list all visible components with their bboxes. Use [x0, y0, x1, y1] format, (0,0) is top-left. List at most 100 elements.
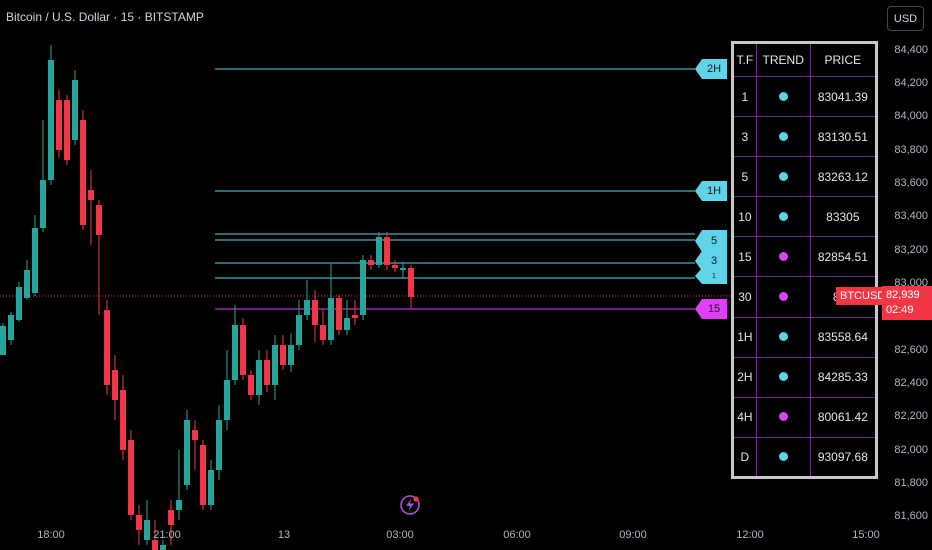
header-price: PRICE — [809, 42, 878, 77]
level-tag: 3 — [695, 251, 727, 271]
candle-body — [336, 298, 342, 330]
candle-body — [104, 310, 110, 385]
trend-cell — [755, 236, 811, 278]
candle-body — [264, 360, 270, 385]
time-axis-label: 18:00 — [37, 529, 65, 541]
price-cell: 83558.64 — [809, 316, 878, 358]
candle-body — [192, 430, 198, 440]
candle-body — [272, 345, 278, 385]
candle-body — [184, 420, 190, 485]
trend-cell — [755, 196, 811, 238]
current-price-value: 82,939 — [886, 289, 920, 301]
table-row: 2H 84285.33 — [732, 356, 878, 398]
currency-button[interactable]: USD — [887, 6, 924, 31]
price-cell: 82854.51 — [809, 236, 878, 278]
candle-body — [352, 315, 358, 318]
candle-body — [32, 228, 38, 293]
candle-body — [288, 345, 294, 365]
table-row: 5 83263.12 — [732, 156, 878, 198]
tf-cell: 10 — [732, 196, 757, 238]
trend-cell — [755, 75, 811, 118]
candle-body — [96, 205, 102, 235]
candlestick-chart[interactable] — [0, 0, 880, 550]
time-axis-label: 13 — [277, 529, 291, 541]
price-axis-label: 84,200 — [894, 77, 928, 89]
trend-dot-icon — [778, 372, 788, 382]
candle-body — [216, 420, 222, 470]
lightning-alert-icon[interactable] — [399, 494, 421, 516]
candle-body — [224, 380, 230, 420]
candle-body — [248, 375, 254, 395]
header-tf: T.F — [732, 42, 757, 77]
candle-body — [72, 80, 78, 140]
candle-body — [240, 325, 246, 375]
price-cell: 83041.39 — [809, 75, 878, 118]
trend-dot-icon — [778, 91, 788, 101]
tf-cell: 1 — [732, 75, 757, 118]
candle-body — [128, 440, 134, 515]
table-header-row: T.F TREND PRICE — [732, 42, 878, 77]
candle-body — [392, 265, 398, 268]
trend-dot-icon — [778, 412, 788, 422]
tf-cell: 3 — [732, 116, 757, 158]
price-axis-label: 83,600 — [894, 177, 928, 189]
candle-body — [376, 237, 382, 265]
time-axis-label: 09:00 — [619, 529, 647, 541]
time-axis-label: 03:00 — [386, 529, 414, 541]
level-tag: 1H — [695, 181, 727, 201]
candle-body — [232, 325, 238, 380]
candle-body — [176, 500, 182, 510]
candle-body — [88, 190, 94, 200]
trend-cell — [755, 116, 811, 158]
candle-body — [120, 390, 126, 450]
price-cell: 83130.51 — [809, 116, 878, 158]
price-cell: 93097.68 — [809, 436, 878, 479]
level-tag: 5 — [695, 230, 727, 252]
trend-dot-icon — [778, 211, 788, 221]
trend-cell — [755, 396, 811, 438]
price-cell: 83263.12 — [809, 156, 878, 198]
candle-body — [360, 260, 366, 315]
candle-body — [64, 100, 70, 160]
candle-body — [24, 270, 30, 298]
current-price-tag: 82,939 02:49 — [882, 286, 932, 320]
timeframe-trend-table: T.F TREND PRICE 1 83041.39 3 83130.51 5 83263… — [731, 41, 878, 479]
candle-body — [368, 260, 374, 265]
price-axis-label: 84,400 — [894, 44, 928, 56]
candle-body — [312, 300, 318, 325]
bar-countdown: 02:49 — [886, 304, 914, 316]
tf-cell: 5 — [732, 156, 757, 198]
time-axis-label: 12:00 — [736, 529, 764, 541]
price-cell: 84285.33 — [809, 356, 878, 398]
price-axis[interactable]: 84,400 84,200 84,000 83,800 83,600 83,400 83,2… — [880, 0, 932, 550]
candle-body — [200, 445, 206, 505]
candle-body — [152, 540, 158, 550]
trend-dot-icon — [778, 131, 788, 141]
price-axis-label: 83,200 — [894, 244, 928, 256]
candle-body — [408, 268, 414, 297]
table-row: 1 83041.39 — [732, 75, 878, 118]
trend-cell — [755, 276, 811, 318]
candle-body — [304, 300, 310, 315]
time-axis-label: 15:00 — [852, 529, 880, 541]
trend-dot-icon — [778, 251, 788, 261]
level-tag: 1 — [695, 268, 727, 284]
candle-body — [8, 315, 14, 340]
level-tag: 15 — [695, 299, 727, 319]
tf-cell: 4H — [732, 396, 757, 438]
candle-body — [400, 268, 406, 270]
tf-cell: 30 — [732, 276, 757, 318]
table-row: 15 82854.51 — [732, 236, 878, 278]
candle-body — [16, 287, 22, 320]
price-axis-label: 83,400 — [894, 210, 928, 222]
candle-body — [144, 520, 150, 540]
candle-body — [280, 345, 286, 365]
price-axis-label: 82,600 — [894, 344, 928, 356]
trend-dot-icon — [778, 171, 788, 181]
trend-cell — [755, 156, 811, 198]
header-trend: TREND — [755, 42, 811, 77]
candle-body — [40, 180, 46, 228]
trend-dot-icon — [778, 332, 788, 342]
candle-body — [328, 298, 334, 340]
candle-body — [384, 237, 390, 265]
